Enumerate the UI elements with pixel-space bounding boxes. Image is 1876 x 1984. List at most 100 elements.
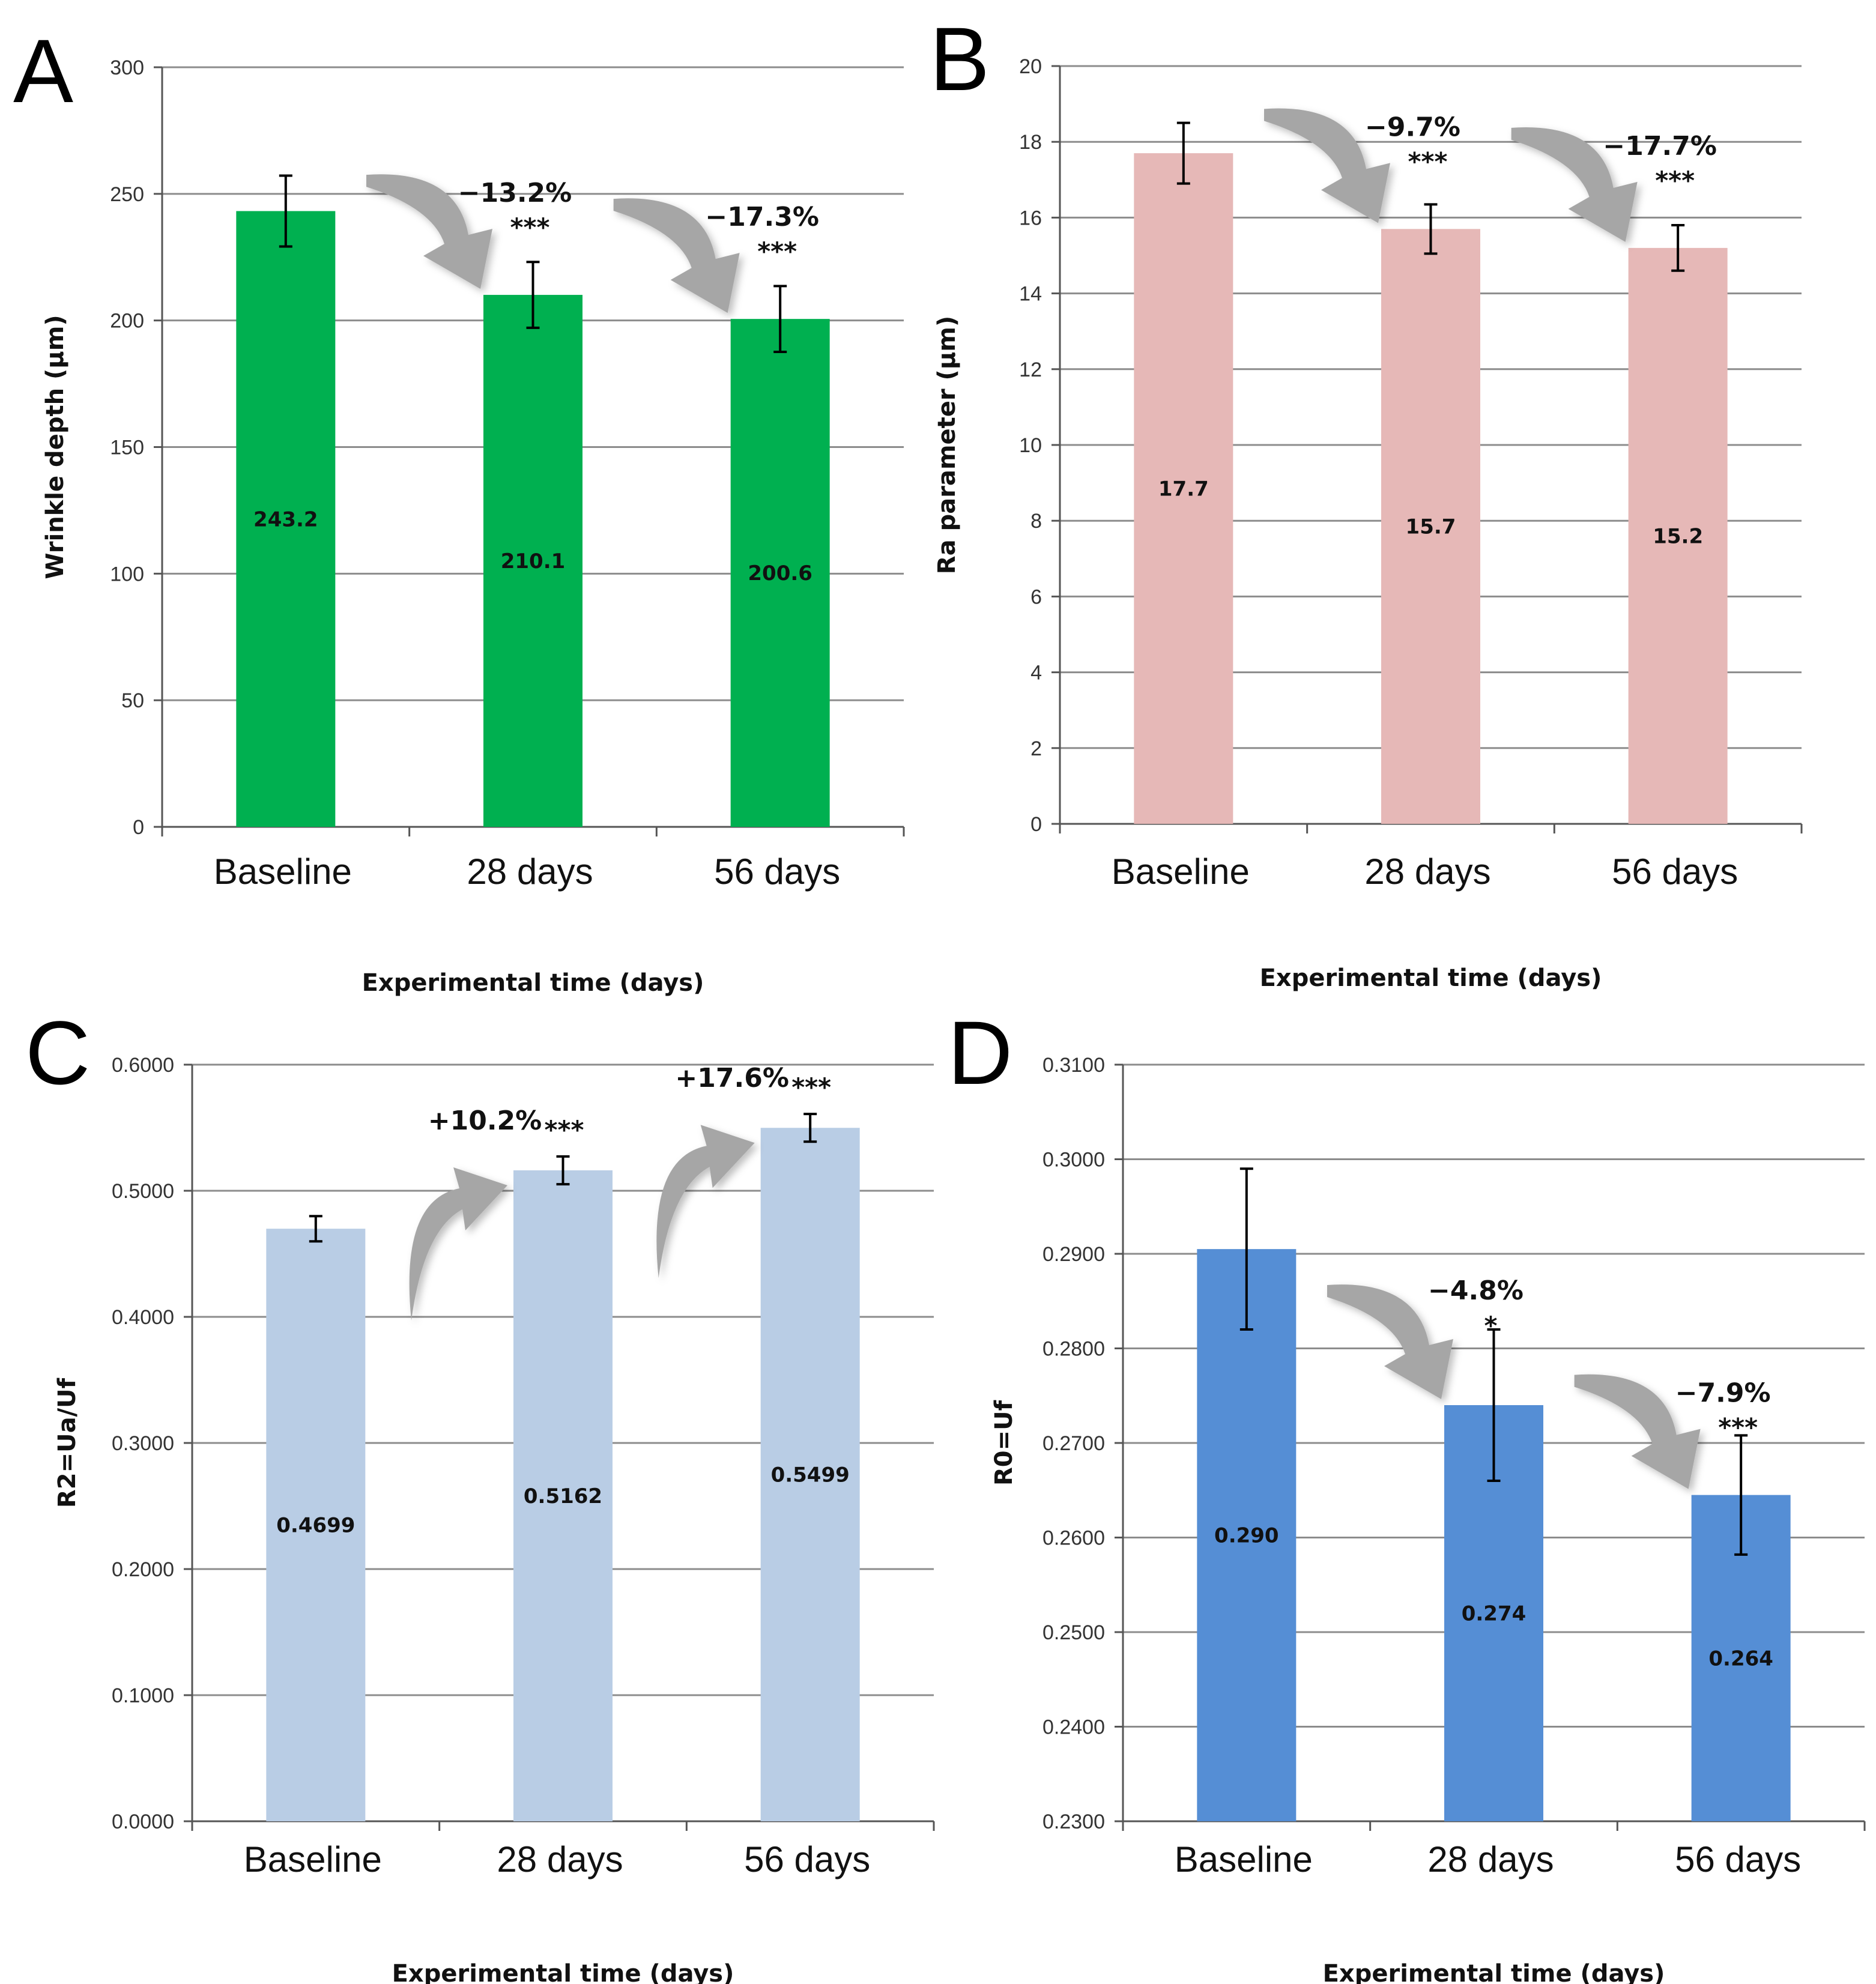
curved-arrow-up-icon	[656, 1125, 755, 1278]
change-annotation: −7.9% ***	[1574, 1374, 1771, 1489]
percent-change-label: −17.3%	[705, 202, 819, 232]
significance-label: ***	[1655, 166, 1695, 195]
y-tick-label: 0	[133, 816, 144, 839]
significance-label: ***	[510, 213, 550, 242]
error-bar	[773, 285, 787, 353]
y-tick-label: 0.3000	[112, 1432, 174, 1455]
error-bar	[1734, 1434, 1748, 1556]
data-label: 0.4699	[276, 1514, 355, 1538]
bar-baseline	[1134, 153, 1233, 824]
error-bar	[309, 1215, 322, 1243]
change-annotation: −4.8% *	[1327, 1275, 1523, 1399]
x-axis-title: Experimental time (days)	[1323, 1960, 1665, 1984]
percent-change-label: −4.8%	[1428, 1275, 1523, 1306]
error-bar	[1487, 1328, 1501, 1482]
percent-change-label: −17.7%	[1603, 131, 1717, 162]
y-tick-label: 20	[1019, 55, 1042, 78]
category-label: 28 days	[1364, 851, 1490, 892]
y-tick-label: 200	[110, 310, 144, 333]
curved-arrow-down-icon	[1511, 127, 1638, 242]
bar-28-days	[513, 1170, 613, 1821]
category-label: 56 days	[1612, 851, 1738, 892]
category-label: 28 days	[1427, 1839, 1554, 1880]
change-annotation: −17.7% ***	[1511, 127, 1717, 242]
chart-panel-a: A 0 50 100 150 200 250 300 243.2 Baseline 210.1 28 …	[13, 20, 905, 997]
y-axis-title: R0=Uf	[990, 1400, 1018, 1486]
x-axis-title: Experimental time (days)	[362, 969, 704, 997]
category-label: Baseline	[1175, 1839, 1313, 1880]
bar-56-days	[730, 319, 830, 827]
data-label: 200.6	[748, 561, 812, 585]
y-tick-label: 8	[1030, 510, 1042, 533]
error-bar	[1671, 224, 1685, 272]
y-tick-label: 0.1000	[112, 1684, 174, 1707]
y-tick-label: 0.2300	[1042, 1810, 1105, 1833]
y-tick-label: 6	[1030, 585, 1042, 608]
percent-change-label: −9.7%	[1365, 112, 1460, 142]
chart-panel-d: D 0.2300 0.2400 0.2500 0.2600 0.2700 0.2800 0.2…	[948, 1002, 1866, 1984]
curved-arrow-up-icon	[409, 1167, 507, 1320]
y-tick-label: 0.2700	[1042, 1432, 1105, 1455]
data-label: 0.5499	[771, 1463, 850, 1487]
error-bar	[1424, 203, 1438, 255]
y-tick-label: 10	[1019, 434, 1042, 457]
curved-arrow-down-icon	[1574, 1374, 1701, 1489]
y-tick-label: 0.2500	[1042, 1621, 1105, 1644]
y-tick-label: 0.6000	[112, 1054, 174, 1077]
curved-arrow-down-icon	[366, 174, 492, 289]
y-tick-label: 0.2900	[1042, 1243, 1105, 1266]
bar-56-days	[1628, 247, 1728, 824]
y-tick-label: 12	[1019, 358, 1042, 381]
y-tick-label: 0.5000	[112, 1180, 174, 1203]
category-label: Baseline	[1112, 851, 1250, 892]
bar-28-days	[1381, 229, 1480, 824]
error-bar	[803, 1113, 817, 1143]
significance-label: ***	[1408, 147, 1448, 176]
percent-change-label: −7.9%	[1675, 1378, 1771, 1409]
category-label: Baseline	[244, 1839, 382, 1880]
y-tick-label: 0.4000	[112, 1306, 174, 1329]
error-bar	[1176, 121, 1190, 185]
significance-label: ***	[1718, 1413, 1758, 1442]
change-annotation: −17.3% ***	[613, 198, 819, 313]
y-tick-label: 0.2400	[1042, 1716, 1105, 1739]
data-label: 17.7	[1158, 477, 1209, 501]
chart-panel-c: C 0.0000 0.1000 0.2000 0.3000 0.4000 0.5000 0.6…	[25, 1002, 935, 1984]
data-label: 210.1	[501, 549, 566, 573]
y-axis-title: R2=Ua/Uf	[53, 1378, 81, 1508]
significance-label: ***	[757, 237, 797, 266]
change-annotation: −13.2% ***	[366, 174, 572, 289]
y-tick-label: 16	[1019, 207, 1042, 229]
data-label: 0.5162	[524, 1484, 602, 1508]
y-axis-title: Wrinkle depth (µm)	[41, 315, 69, 579]
y-tick-label: 250	[110, 183, 144, 206]
y-tick-label: 0.2000	[112, 1558, 174, 1581]
x-axis-title: Experimental time (days)	[1260, 964, 1602, 992]
change-annotation: −9.7% ***	[1264, 108, 1460, 223]
y-tick-label: 14	[1019, 283, 1042, 306]
significance-label: ***	[791, 1072, 831, 1102]
significance-label: ***	[545, 1115, 584, 1145]
change-annotation: +10.2% ***	[409, 1105, 584, 1320]
y-tick-label: 2	[1030, 737, 1042, 760]
panel-letter: A	[13, 20, 73, 121]
x-axis-title: Experimental time (days)	[392, 1960, 734, 1984]
y-tick-label: 0.2600	[1042, 1527, 1105, 1550]
data-label: 0.274	[1462, 1602, 1527, 1626]
y-tick-label: 18	[1019, 131, 1042, 154]
data-label: 0.264	[1708, 1647, 1773, 1671]
data-label: 15.2	[1653, 524, 1703, 548]
y-tick-label: 0.3100	[1042, 1054, 1105, 1077]
error-bar	[556, 1155, 570, 1186]
chart-panel-b: B 0 2 4 6 8 10 12 14 16 18 20 17.7 Baseline 15.7 28 day…	[930, 8, 1803, 992]
panel-letter: B	[930, 8, 990, 109]
y-tick-label: 0.3000	[1042, 1149, 1105, 1172]
bar-baseline	[1197, 1249, 1297, 1821]
data-label: 0.290	[1214, 1524, 1279, 1548]
error-bar	[279, 174, 292, 248]
data-label: 15.7	[1406, 515, 1456, 539]
bar-baseline	[236, 211, 336, 827]
y-tick-label: 50	[121, 689, 144, 712]
curved-arrow-down-icon	[1327, 1284, 1453, 1399]
